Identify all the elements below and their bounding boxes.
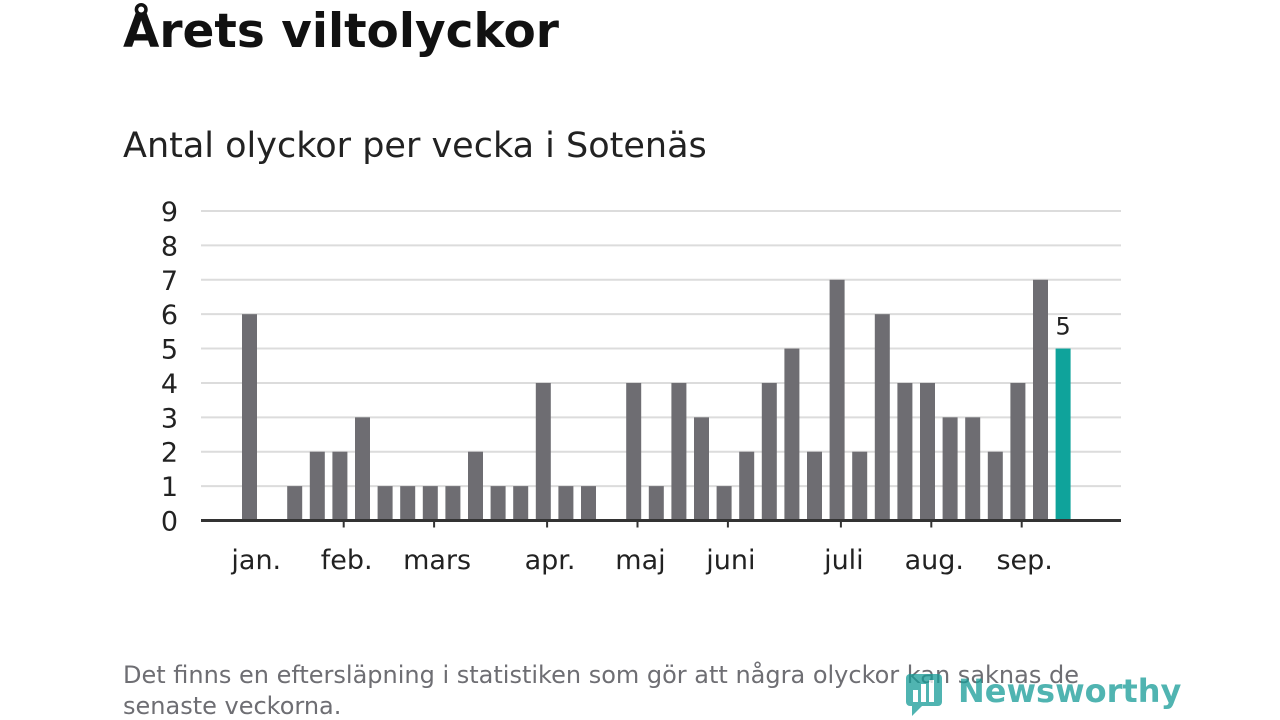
bar bbox=[897, 382, 913, 521]
bar bbox=[716, 486, 732, 521]
x-tick-label: jan. bbox=[230, 545, 281, 576]
bar bbox=[761, 382, 777, 521]
x-tick-label: apr. bbox=[525, 545, 576, 576]
bar bbox=[1033, 279, 1048, 521]
bar bbox=[287, 486, 303, 521]
bar bbox=[671, 382, 687, 521]
x-tick-label: juni bbox=[705, 545, 755, 576]
bar bbox=[920, 382, 935, 521]
bar bbox=[1010, 382, 1026, 521]
bar bbox=[422, 486, 438, 521]
y-tick-label: 9 bbox=[161, 197, 178, 228]
x-tick-label: aug. bbox=[905, 545, 964, 576]
x-tick-label: maj bbox=[615, 545, 665, 576]
bar bbox=[490, 486, 506, 521]
bar bbox=[468, 451, 483, 521]
x-tick-label: feb. bbox=[321, 545, 373, 576]
y-tick-label: 8 bbox=[161, 231, 178, 262]
bar bbox=[648, 486, 664, 521]
y-tick-label: 3 bbox=[161, 403, 178, 434]
newsworthy-logo: Newsworthy bbox=[902, 668, 1181, 720]
bar bbox=[332, 451, 348, 521]
y-tick-label: 0 bbox=[161, 507, 178, 538]
bar-highlight bbox=[1055, 348, 1071, 521]
bar bbox=[242, 314, 257, 521]
bar bbox=[965, 417, 981, 521]
bar bbox=[535, 382, 551, 521]
bar bbox=[400, 486, 416, 521]
y-tick-label: 6 bbox=[161, 300, 178, 331]
bar bbox=[355, 417, 370, 521]
bar bbox=[377, 486, 393, 521]
bar bbox=[558, 486, 574, 521]
bar bbox=[942, 417, 958, 521]
y-tick-label: 2 bbox=[161, 438, 178, 469]
bar bbox=[829, 279, 845, 521]
bar bbox=[784, 348, 800, 521]
y-tick-label: 4 bbox=[161, 369, 178, 400]
newsworthy-wordmark: Newsworthy bbox=[958, 672, 1182, 710]
bar bbox=[874, 314, 890, 521]
newsworthy-logo-icon bbox=[906, 674, 942, 716]
bar bbox=[807, 451, 822, 521]
y-tick-label: 5 bbox=[161, 335, 178, 366]
bar bbox=[513, 486, 529, 521]
bar bbox=[852, 451, 868, 521]
bar bbox=[445, 486, 461, 521]
x-tick-label: juli bbox=[823, 545, 864, 576]
y-tick-label: 1 bbox=[161, 472, 178, 503]
bar bbox=[309, 451, 325, 521]
bar bbox=[694, 417, 709, 521]
page-title: Årets viltolyckor bbox=[123, 4, 559, 59]
x-tick-label: mars bbox=[403, 545, 471, 576]
bar bbox=[987, 451, 1003, 521]
bar bbox=[739, 451, 755, 521]
bar bbox=[581, 486, 596, 521]
bar bbox=[626, 382, 642, 521]
y-tick-label: 7 bbox=[161, 266, 178, 297]
data-label: 5 bbox=[1055, 313, 1070, 341]
x-tick-label: sep. bbox=[996, 545, 1052, 576]
chart-subtitle: Antal olyckor per vecka i Sotenäs bbox=[123, 126, 707, 166]
